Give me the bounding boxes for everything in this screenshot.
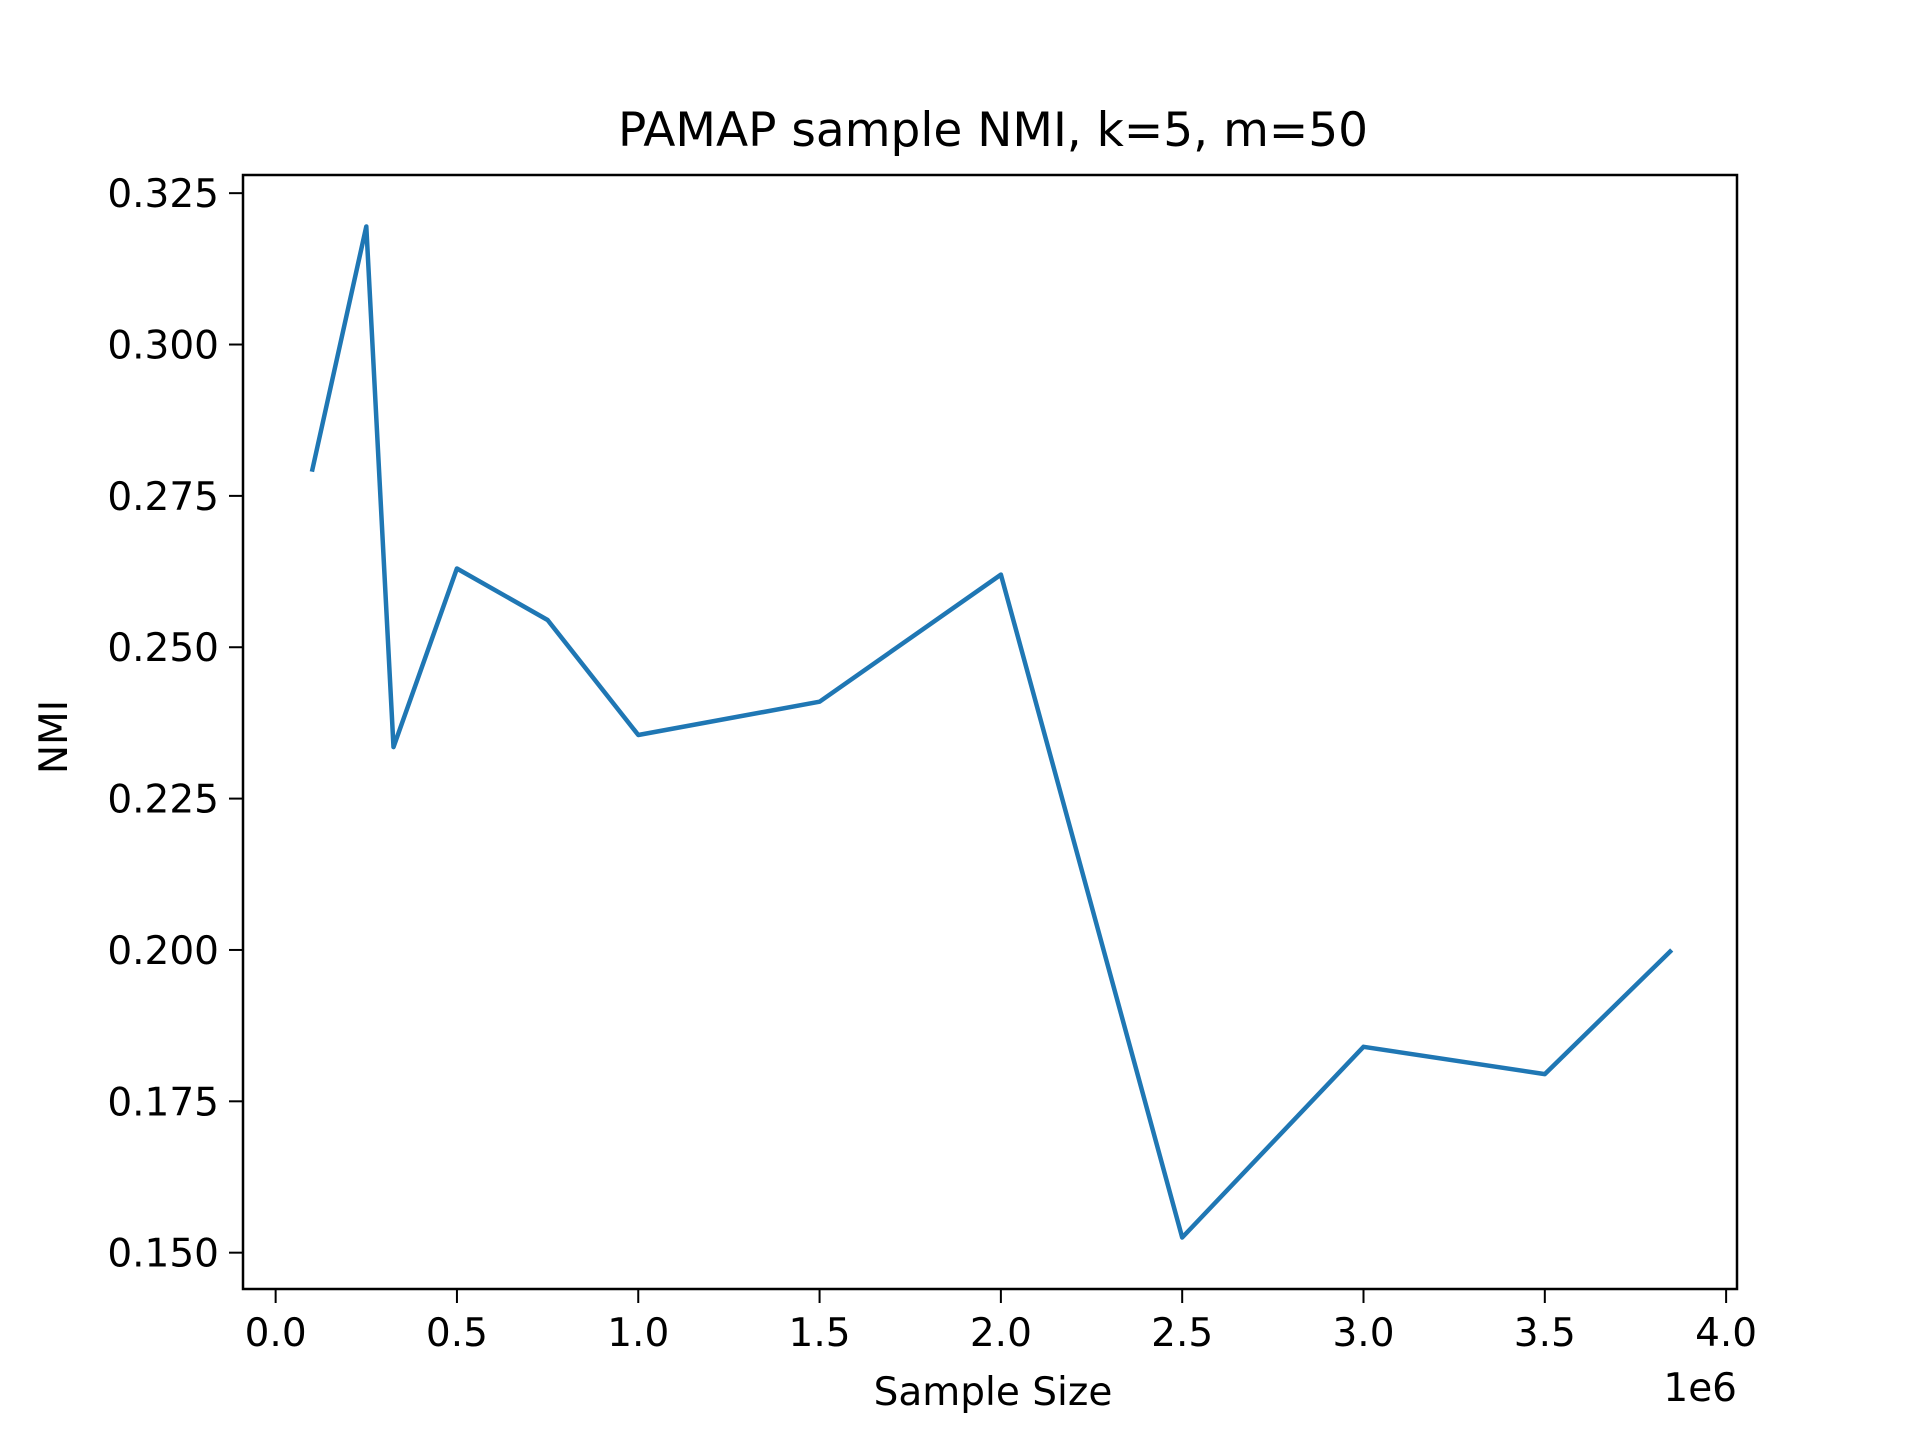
y-tick-label: 0.300 (107, 324, 219, 369)
series-line-0 (309, 224, 1674, 1240)
y-tick-label: 0.250 (107, 626, 219, 671)
x-tick-label: 1.5 (789, 1311, 851, 1356)
x-axis-label: Sample Size (874, 1370, 1113, 1415)
chart-title: PAMAP sample NMI, k=5, m=50 (618, 103, 1368, 158)
x-tick-label: 4.0 (1695, 1311, 1757, 1356)
y-tick-label: 0.150 (107, 1232, 219, 1277)
plot-frame (241, 173, 1739, 1291)
x-tick-label: 0.0 (245, 1311, 307, 1356)
y-axis-label: NMI (32, 700, 77, 774)
y-tick-label: 0.275 (107, 475, 219, 520)
x-tick-label: 3.0 (1332, 1311, 1394, 1356)
x-axis-offset-text: 1e6 (1663, 1366, 1737, 1411)
y-tick-label: 0.325 (107, 172, 219, 217)
y-tick-label: 0.175 (107, 1080, 219, 1125)
y-axis-ticks: 0.150 0.175 0.200 0.225 0.250 0.275 0.300 0.325 (107, 172, 243, 1277)
x-axis-ticks: 0.0 0.5 1.0 1.5 2.0 2.5 3.0 3.5 4.0 (245, 1289, 1757, 1356)
x-tick-label: 0.5 (426, 1311, 488, 1356)
x-tick-label: 2.0 (970, 1311, 1032, 1356)
plot-series (309, 224, 1674, 1240)
y-tick-label: 0.200 (107, 929, 219, 974)
x-tick-label: 2.5 (1151, 1311, 1213, 1356)
y-tick-label: 0.225 (107, 778, 219, 823)
x-tick-label: 1.0 (607, 1311, 669, 1356)
x-tick-label: 3.5 (1514, 1311, 1576, 1356)
